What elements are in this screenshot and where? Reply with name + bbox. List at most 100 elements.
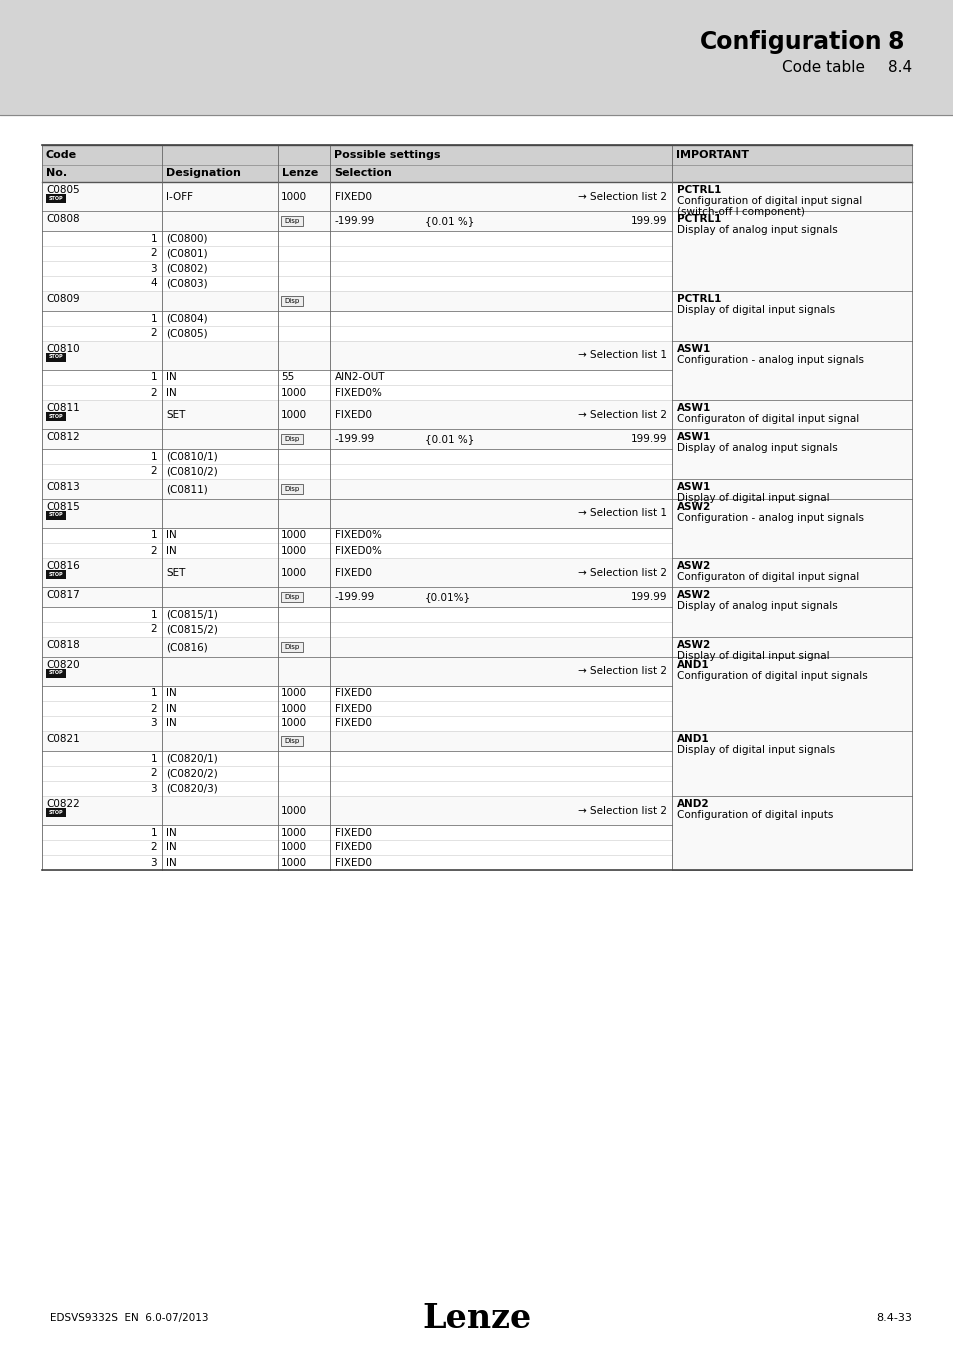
Text: ASW1: ASW1 [677, 404, 711, 413]
Text: FIXED0: FIXED0 [335, 688, 372, 698]
Bar [42, 558, 911, 587]
Text: {0.01 %}: {0.01 %} [424, 216, 474, 225]
Text: 2: 2 [151, 328, 157, 339]
Text: Configuration - analog input signals: Configuration - analog input signals [677, 513, 863, 522]
Bar [42, 261, 911, 275]
Text: -199.99: -199.99 [335, 216, 375, 225]
Text: Display of analog input signals: Display of analog input signals [677, 225, 837, 235]
Text: Disp: Disp [284, 644, 299, 649]
Text: AND1: AND1 [677, 734, 709, 744]
Text: (C0800): (C0800) [166, 234, 208, 243]
Text: STOP: STOP [49, 413, 63, 418]
Text: (C0820/1): (C0820/1) [166, 753, 217, 764]
Text: C0821: C0821 [46, 734, 80, 744]
Text: (C0820/3): (C0820/3) [166, 783, 217, 794]
Bar [281, 216, 303, 225]
Bar [42, 528, 911, 543]
Text: Selection: Selection [334, 169, 392, 178]
Text: 55: 55 [281, 373, 294, 382]
Bar [46, 193, 66, 202]
Text: Display of digital input signals: Display of digital input signals [677, 305, 834, 315]
Text: 2: 2 [151, 768, 157, 779]
Text: 2: 2 [151, 625, 157, 634]
Text: {0.01 %}: {0.01 %} [424, 433, 474, 444]
Text: 3: 3 [151, 857, 157, 868]
Text: FIXED0: FIXED0 [335, 857, 372, 868]
Text: Code: Code [46, 150, 77, 161]
Text: 8: 8 [887, 30, 903, 54]
Text: 1000: 1000 [281, 545, 307, 555]
Text: IN: IN [166, 828, 176, 837]
Bar [42, 701, 911, 716]
Bar [42, 450, 911, 464]
Text: Disp: Disp [284, 436, 299, 441]
Bar [42, 400, 911, 429]
Text: Disp: Disp [284, 486, 299, 491]
Text: IN: IN [166, 387, 176, 397]
Text: 1: 1 [151, 609, 157, 620]
Text: ASW2: ASW2 [677, 590, 711, 599]
Text: Lenze: Lenze [422, 1301, 531, 1335]
Text: Display of analog input signals: Display of analog input signals [677, 443, 837, 454]
Text: 1: 1 [151, 313, 157, 324]
Bar [46, 412, 66, 420]
Text: FIXED0%: FIXED0% [335, 545, 381, 555]
Bar [42, 840, 911, 855]
Bar [42, 165, 911, 182]
Text: {0.01%}: {0.01%} [424, 593, 471, 602]
Text: 2: 2 [151, 703, 157, 714]
Bar [42, 370, 911, 385]
Text: ASW1: ASW1 [677, 344, 711, 354]
Text: (C0811): (C0811) [166, 485, 208, 494]
Text: EDSVS9332S  EN  6.0-07/2013: EDSVS9332S EN 6.0-07/2013 [50, 1314, 209, 1323]
Bar [42, 765, 911, 782]
Text: IN: IN [166, 373, 176, 382]
Bar [42, 500, 911, 528]
Text: SET: SET [166, 567, 185, 578]
Bar [42, 686, 911, 701]
Text: FIXED0: FIXED0 [335, 703, 372, 714]
Text: IN: IN [166, 857, 176, 868]
Text: (C0803): (C0803) [166, 278, 208, 289]
Text: C0811: C0811 [46, 404, 80, 413]
Text: 1: 1 [151, 753, 157, 764]
Text: (C0801): (C0801) [166, 248, 208, 258]
Bar [281, 643, 303, 652]
Bar [42, 730, 911, 751]
Bar [42, 543, 911, 558]
Text: → Selection list 2: → Selection list 2 [578, 667, 666, 676]
Text: 1000: 1000 [281, 857, 307, 868]
Text: 1000: 1000 [281, 409, 307, 420]
Text: (C0810/2): (C0810/2) [166, 467, 217, 477]
Text: C0810: C0810 [46, 344, 79, 354]
Text: 199.99: 199.99 [630, 593, 666, 602]
Text: PCTRL1: PCTRL1 [677, 185, 720, 194]
Text: C0808: C0808 [46, 215, 79, 224]
Text: Configuration - analog input signals: Configuration - analog input signals [677, 355, 863, 364]
Text: → Selection list 2: → Selection list 2 [578, 192, 666, 201]
Text: ASW2: ASW2 [677, 502, 711, 512]
Text: STOP: STOP [49, 513, 63, 517]
Text: 2: 2 [151, 467, 157, 477]
Text: 1000: 1000 [281, 703, 307, 714]
Bar [46, 352, 66, 362]
Text: (C0810/1): (C0810/1) [166, 451, 217, 462]
Text: FIXED0: FIXED0 [335, 192, 372, 201]
Text: PCTRL1: PCTRL1 [677, 294, 720, 304]
Text: AND2: AND2 [677, 799, 709, 809]
Bar [42, 429, 911, 450]
Bar [42, 182, 911, 211]
Bar [42, 637, 911, 657]
Text: C0815: C0815 [46, 502, 80, 512]
Bar [46, 510, 66, 520]
Bar [671, 587, 911, 637]
Text: 1000: 1000 [281, 688, 307, 698]
Bar [281, 433, 303, 444]
Text: PCTRL1: PCTRL1 [677, 215, 720, 224]
Bar [671, 400, 911, 429]
Text: C0816: C0816 [46, 562, 80, 571]
Text: FIXED0: FIXED0 [335, 842, 372, 852]
Bar [281, 736, 303, 747]
Text: Code table: Code table [781, 61, 864, 76]
Text: 1: 1 [151, 373, 157, 382]
